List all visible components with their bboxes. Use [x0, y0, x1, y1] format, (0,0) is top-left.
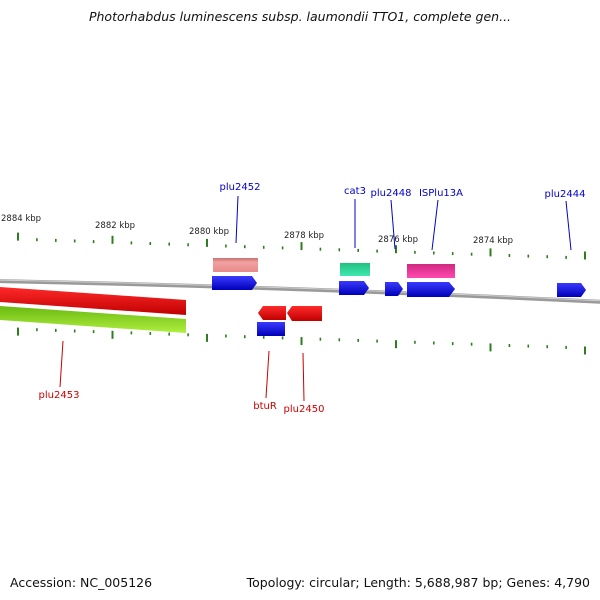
gene-plu2453-lime[interactable] — [0, 306, 186, 333]
kbp-label-2880: 2880 kbp — [189, 227, 229, 237]
label-plu2453[interactable]: plu2453 — [39, 390, 80, 401]
gene-cat3-teal[interactable] — [340, 263, 370, 276]
label-cat3[interactable]: cat3 — [344, 186, 366, 197]
leader-plu2444 — [565, 200, 572, 251]
leader-btuR — [265, 350, 270, 399]
gene-btuR-arrow[interactable] — [258, 306, 286, 320]
gene-plu2452-arrow[interactable] — [212, 276, 257, 290]
label-plu2452[interactable]: plu2452 — [220, 182, 261, 193]
genome-stats-text: Topology: circular; Length: 5,688,987 bp… — [246, 575, 590, 590]
upper-scale-ticks — [17, 232, 586, 260]
label-btuR[interactable]: btuR — [253, 401, 277, 412]
kbp-label-2876: 2876 kbp — [378, 235, 418, 245]
gene-plu2453-red[interactable] — [0, 287, 186, 315]
leader-plu2452 — [235, 195, 239, 244]
genome-backbone-highlight — [0, 279, 600, 302]
kbp-label-2882: 2882 kbp — [95, 221, 135, 231]
gene-isplu13a-pink[interactable] — [407, 264, 455, 278]
label-plu2448[interactable]: plu2448 — [371, 188, 412, 199]
map-title: Photorhabdus luminescens subsp. laumondi… — [88, 9, 512, 24]
label-plu2444[interactable]: plu2444 — [545, 189, 586, 200]
gene-plu2452-salmon[interactable] — [213, 258, 258, 272]
lower-scale-ticks — [17, 327, 586, 355]
gene-plu2448-arrow[interactable] — [385, 282, 403, 296]
gene-isplu13a-arrow[interactable] — [407, 282, 455, 297]
accession-text: Accession: NC_005126 — [10, 575, 153, 590]
kbp-label-2878: 2878 kbp — [284, 231, 324, 241]
label-plu2450[interactable]: plu2450 — [284, 404, 325, 415]
gene-plu2450-arrow[interactable] — [287, 306, 322, 321]
leader-plu2448 — [390, 199, 396, 250]
gene-btuR-blue[interactable] — [257, 322, 285, 336]
leader-plu2450 — [302, 352, 305, 402]
kbp-label-2884: 2884 kbp — [1, 214, 41, 224]
gene-plu2444-arrow[interactable] — [557, 283, 586, 297]
gene-cat3-arrow[interactable] — [339, 281, 369, 295]
label-isplu13a[interactable]: ISPlu13A — [419, 188, 463, 199]
leader-plu2453 — [59, 340, 64, 388]
genome-backbone — [0, 279, 600, 304]
leader-isplu13a — [431, 199, 439, 251]
kbp-label-2874: 2874 kbp — [473, 236, 513, 246]
